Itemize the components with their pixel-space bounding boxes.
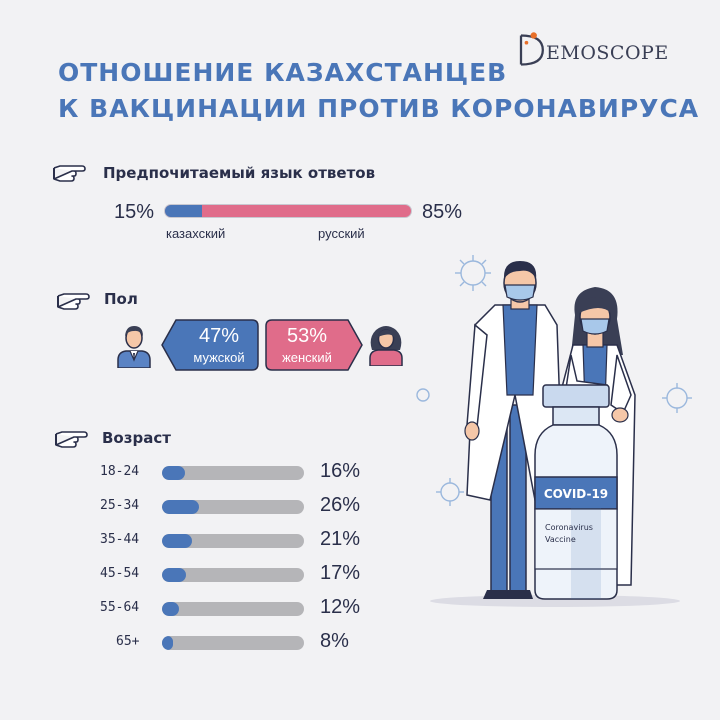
age-bar-fill xyxy=(162,500,199,514)
logo-text: EMOSCOPE xyxy=(546,42,669,64)
age-bar-fill xyxy=(162,602,180,616)
kazakh-pct: 15% xyxy=(114,201,155,223)
pointing-hand-icon xyxy=(55,431,88,448)
age-bar-track xyxy=(162,636,304,650)
age-bar-track xyxy=(162,534,304,548)
age-category-label: 35-44 xyxy=(100,532,140,547)
page-title-line2: К ВАКЦИНАЦИИ ПРОТИВ КОРОНАВИРУСА xyxy=(58,94,700,123)
age-value-label: 17% xyxy=(320,562,361,584)
age-category-label: 25-34 xyxy=(100,498,140,513)
age-value-label: 16% xyxy=(320,460,361,482)
age-bar-track xyxy=(162,466,304,480)
page-title-line1: ОТНОШЕНИЕ КАЗАХСТАНЦЕВ xyxy=(58,58,508,87)
age-category-label: 45-54 xyxy=(100,566,140,581)
age-value-label: 26% xyxy=(320,494,361,516)
gender-section-title: Пол xyxy=(104,290,138,308)
vial-sub1: Coronavirus xyxy=(545,523,593,532)
age-bar-fill xyxy=(162,636,174,650)
age-section-title: Возраст xyxy=(102,429,171,447)
russian-pct: 85% xyxy=(422,201,463,223)
language-bar xyxy=(164,204,412,218)
male-label: мужской xyxy=(193,350,245,365)
age-bar-track xyxy=(162,500,304,514)
russian-label: русский xyxy=(318,226,365,241)
language-section-title: Предпочитаемый язык ответов xyxy=(103,164,376,182)
age-bar-track xyxy=(162,602,304,616)
male-badge xyxy=(161,319,259,371)
kazakh-bar-fill xyxy=(165,205,202,217)
demoscope-logo-icon xyxy=(519,32,544,66)
age-value-label: 21% xyxy=(320,528,361,550)
male-avatar-icon xyxy=(117,326,151,368)
kazakh-label: казахский xyxy=(166,226,226,241)
pointing-hand-icon xyxy=(53,165,86,182)
age-bar-fill xyxy=(162,534,192,548)
age-bar-fill xyxy=(162,568,187,582)
male-pct: 47% xyxy=(198,325,240,347)
vial-label: COVID-19 xyxy=(544,487,608,501)
vial-sub2: Vaccine xyxy=(545,535,576,544)
age-category-label: 18-24 xyxy=(100,464,140,479)
age-value-label: 12% xyxy=(320,596,361,618)
age-category-label: 55-64 xyxy=(100,600,140,615)
doctors-vaccine-illustration: COVID-19 Coronavirus Vaccine xyxy=(416,255,692,607)
age-bar-track xyxy=(162,568,304,582)
age-value-label: 8% xyxy=(320,630,349,652)
female-badge xyxy=(265,319,363,371)
female-avatar-icon xyxy=(369,326,403,366)
female-label: женский xyxy=(282,350,332,365)
female-pct: 53% xyxy=(286,325,328,347)
pointing-hand-icon xyxy=(57,293,90,310)
age-bar-fill xyxy=(162,466,185,480)
age-category-label: 65+ xyxy=(116,634,140,649)
